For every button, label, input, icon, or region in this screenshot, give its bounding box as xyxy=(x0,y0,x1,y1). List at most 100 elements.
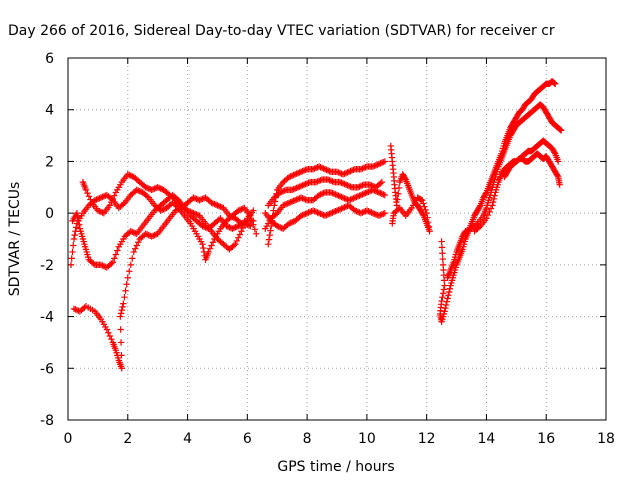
data-point xyxy=(160,206,167,213)
data-point xyxy=(302,180,309,188)
data-point xyxy=(342,195,350,203)
x-tick-label: 0 xyxy=(64,431,73,447)
data-point xyxy=(378,190,386,197)
data-point xyxy=(333,191,341,199)
data-point xyxy=(112,251,120,258)
data-point xyxy=(191,195,199,202)
data-point xyxy=(338,193,345,201)
data-point xyxy=(145,185,152,192)
data-point xyxy=(242,218,250,225)
data-point xyxy=(129,255,136,262)
data-point xyxy=(184,207,191,214)
data-point xyxy=(353,208,360,215)
data-point xyxy=(351,194,359,201)
data-point xyxy=(377,189,384,197)
data-point xyxy=(277,189,284,196)
data-point xyxy=(365,188,372,196)
data-point xyxy=(247,212,254,219)
data-point xyxy=(350,166,357,174)
data-point xyxy=(354,184,362,191)
x-tick-label: 14 xyxy=(478,431,496,447)
data-point xyxy=(314,178,321,185)
data-point xyxy=(463,227,471,234)
data-point xyxy=(226,224,233,231)
series-track-i xyxy=(387,142,433,235)
data-point xyxy=(82,186,90,194)
data-point xyxy=(70,242,77,249)
data-point xyxy=(378,159,386,166)
data-point xyxy=(395,184,403,192)
data-point xyxy=(330,208,338,216)
data-point xyxy=(299,167,306,175)
data-point xyxy=(303,180,311,187)
data-point xyxy=(291,185,299,192)
x-tick-label: 16 xyxy=(537,431,555,447)
data-point xyxy=(369,163,377,170)
data-point xyxy=(371,187,378,194)
data-point xyxy=(215,216,223,223)
data-point xyxy=(326,210,333,217)
y-tick-label: -8 xyxy=(40,413,54,429)
data-point xyxy=(302,166,309,174)
data-point xyxy=(439,293,446,301)
data-point xyxy=(381,191,389,199)
data-point xyxy=(424,214,431,221)
data-point xyxy=(371,210,378,217)
data-point xyxy=(297,168,305,175)
data-point xyxy=(344,202,351,210)
data-point xyxy=(287,198,294,206)
data-point xyxy=(442,301,450,309)
data-point xyxy=(401,175,409,182)
data-point xyxy=(145,231,152,239)
data-point xyxy=(305,209,312,216)
data-point xyxy=(309,207,317,214)
series-track-d xyxy=(67,186,260,269)
data-point xyxy=(288,218,296,226)
data-point xyxy=(157,207,164,214)
data-point xyxy=(73,224,80,231)
data-point xyxy=(230,242,238,249)
data-point xyxy=(303,209,311,217)
data-point xyxy=(151,185,158,192)
data-point xyxy=(287,219,294,227)
data-point xyxy=(73,209,81,217)
data-point xyxy=(380,158,387,166)
data-point xyxy=(320,165,327,172)
data-point xyxy=(315,163,323,170)
data-point xyxy=(290,171,297,179)
data-point xyxy=(245,222,253,229)
data-point xyxy=(124,274,131,281)
data-point xyxy=(278,224,285,232)
data-point xyxy=(445,292,452,299)
data-point xyxy=(336,178,344,186)
x-tick-label: 10 xyxy=(358,431,376,447)
data-point xyxy=(94,195,102,203)
data-point xyxy=(290,186,297,193)
data-point xyxy=(333,168,341,175)
data-point xyxy=(324,167,332,174)
data-point xyxy=(291,197,299,204)
data-point xyxy=(214,202,221,209)
data-point xyxy=(330,190,338,197)
data-point xyxy=(440,286,448,293)
data-point xyxy=(209,239,217,246)
data-point xyxy=(357,182,365,190)
data-point xyxy=(359,182,366,189)
data-point xyxy=(108,335,115,343)
data-point xyxy=(556,181,563,188)
series-track-f xyxy=(265,176,386,209)
data-point xyxy=(130,229,137,236)
data-point xyxy=(441,308,448,315)
data-point xyxy=(369,186,377,194)
data-point xyxy=(70,235,78,243)
data-point xyxy=(363,207,371,214)
data-point xyxy=(248,217,256,224)
data-point xyxy=(324,176,332,183)
data-point xyxy=(366,181,374,188)
data-point xyxy=(341,204,348,211)
data-point xyxy=(462,228,469,235)
x-tick-label: 18 xyxy=(597,431,615,447)
data-point xyxy=(235,207,242,214)
data-point xyxy=(239,224,247,232)
